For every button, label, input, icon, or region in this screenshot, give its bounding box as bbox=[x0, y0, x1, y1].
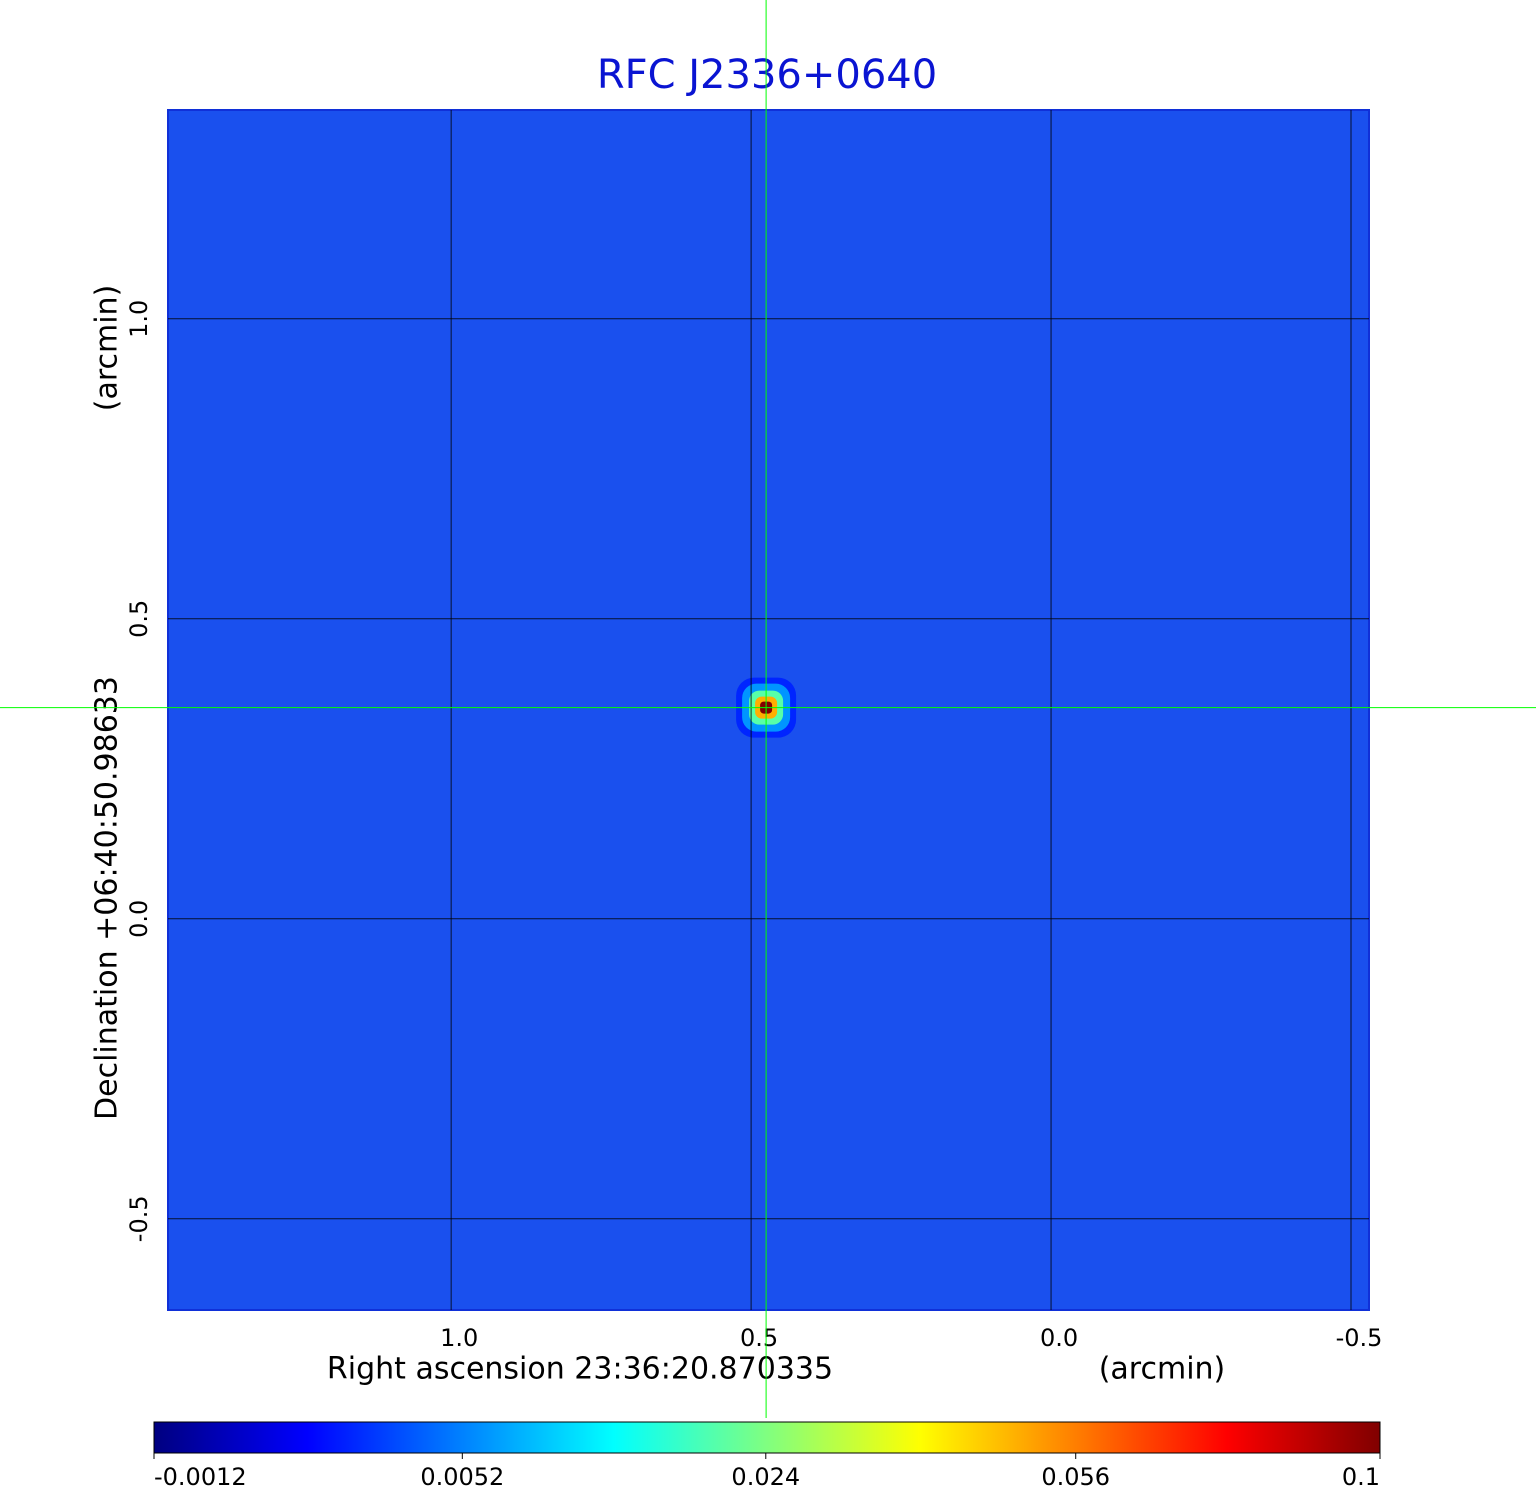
y-tick-label: 1.0 bbox=[125, 300, 153, 338]
x-tick-label: 0.5 bbox=[740, 1324, 778, 1352]
y-tick-label: 0.5 bbox=[125, 600, 153, 638]
y-tick-label: -0.5 bbox=[125, 1195, 153, 1242]
colorbar-tick-label: 0.024 bbox=[731, 1463, 800, 1491]
colorbar-tick-label: -0.0012 bbox=[154, 1463, 247, 1491]
colorbar-tick-label: 0.0052 bbox=[420, 1463, 504, 1491]
y-axis-label: Declination +06:40:50.98633 bbox=[90, 676, 125, 1120]
x-tick-label: 1.0 bbox=[440, 1324, 478, 1352]
colorbar-tick-label: 0.056 bbox=[1041, 1463, 1110, 1491]
y-tick-label: 0.0 bbox=[125, 900, 153, 938]
x-tick-label: 0.0 bbox=[1040, 1324, 1078, 1352]
y-axis-unit: (arcmin) bbox=[90, 285, 125, 412]
chart-title: RFC J2336+0640 bbox=[597, 52, 937, 98]
colorbar-tick-label: 0.1 bbox=[1342, 1463, 1380, 1491]
x-tick-label: -0.5 bbox=[1336, 1324, 1383, 1352]
x-axis-unit: (arcmin) bbox=[1099, 1352, 1226, 1387]
x-axis-label: Right ascension 23:36:20.870335 bbox=[327, 1352, 833, 1387]
colorbar bbox=[153, 1421, 1381, 1454]
